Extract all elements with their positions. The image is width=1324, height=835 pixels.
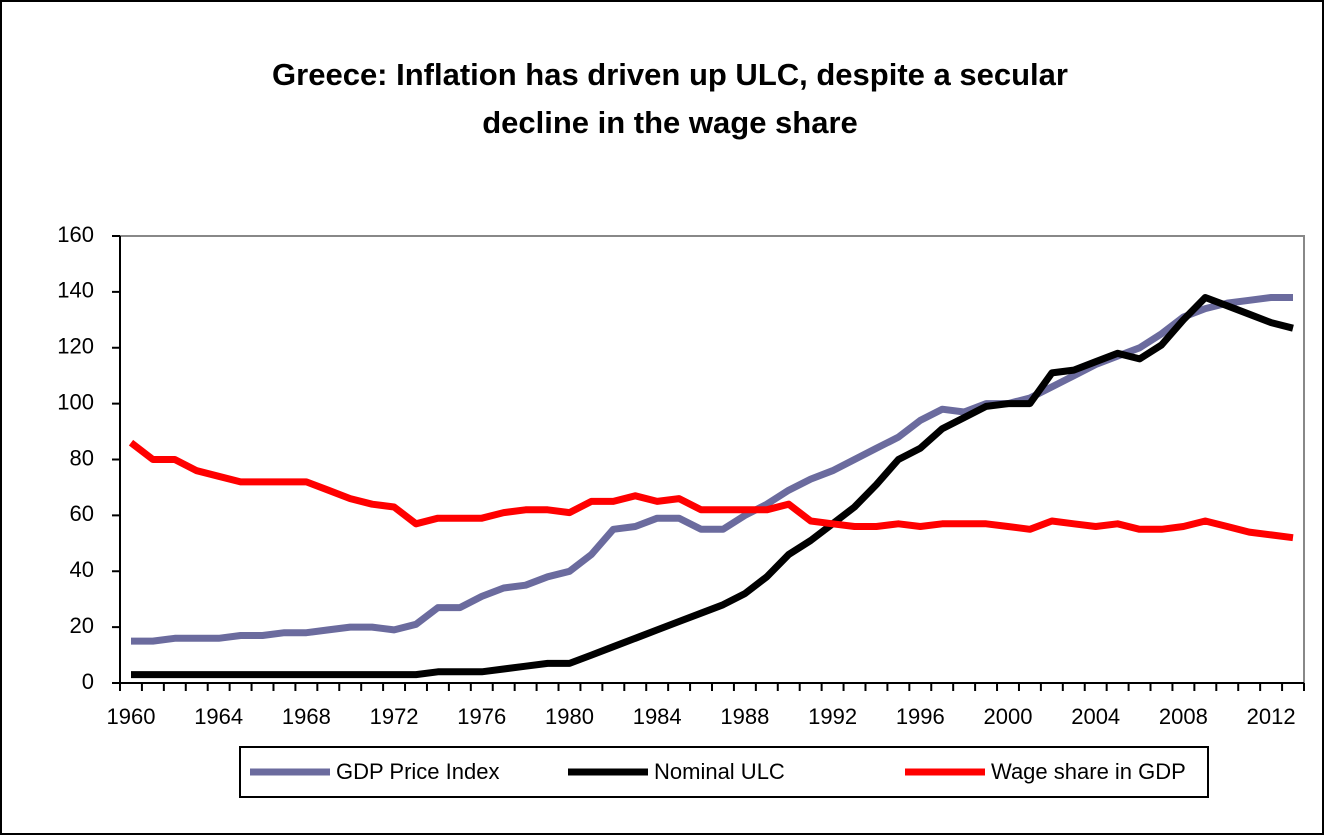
x-tick-label: 1972: [370, 704, 419, 729]
chart-title: decline in the wage share: [482, 105, 858, 140]
x-tick-label: 1976: [457, 704, 506, 729]
y-tick-label: 100: [57, 389, 94, 414]
series-line: [131, 294, 1294, 679]
y-tick-label: 160: [57, 222, 94, 247]
y-tick-label: 60: [70, 501, 94, 526]
legend-label: GDP Price Index: [336, 759, 499, 784]
x-tick-label: 1968: [282, 704, 331, 729]
x-tick-label: 1964: [194, 704, 243, 729]
x-tick-label: 1984: [633, 704, 682, 729]
series-line: [128, 439, 1294, 542]
y-tick-label: 80: [70, 445, 94, 470]
x-tick-label: 1960: [106, 704, 155, 729]
legend-label: Wage share in GDP: [991, 759, 1186, 784]
x-tick-label: 1996: [896, 704, 945, 729]
y-tick-label: 20: [70, 613, 94, 638]
x-tick-label: 2000: [984, 704, 1033, 729]
x-tick-label: 2004: [1071, 704, 1120, 729]
legend-label: Nominal ULC: [654, 759, 785, 784]
y-tick-label: 140: [57, 278, 94, 303]
x-tick-label: 2008: [1159, 704, 1208, 729]
x-tick-label: 1988: [720, 704, 769, 729]
legend: [239, 746, 1209, 798]
x-tick-label: 1992: [808, 704, 857, 729]
y-tick-label: 120: [57, 334, 94, 359]
y-tick-label: 40: [70, 557, 94, 582]
y-tick-label: 0: [82, 669, 94, 694]
x-tick-label: 1980: [545, 704, 594, 729]
chart-title: Greece: Inflation has driven up ULC, des…: [272, 57, 1068, 92]
x-tick-label: 2012: [1247, 704, 1296, 729]
